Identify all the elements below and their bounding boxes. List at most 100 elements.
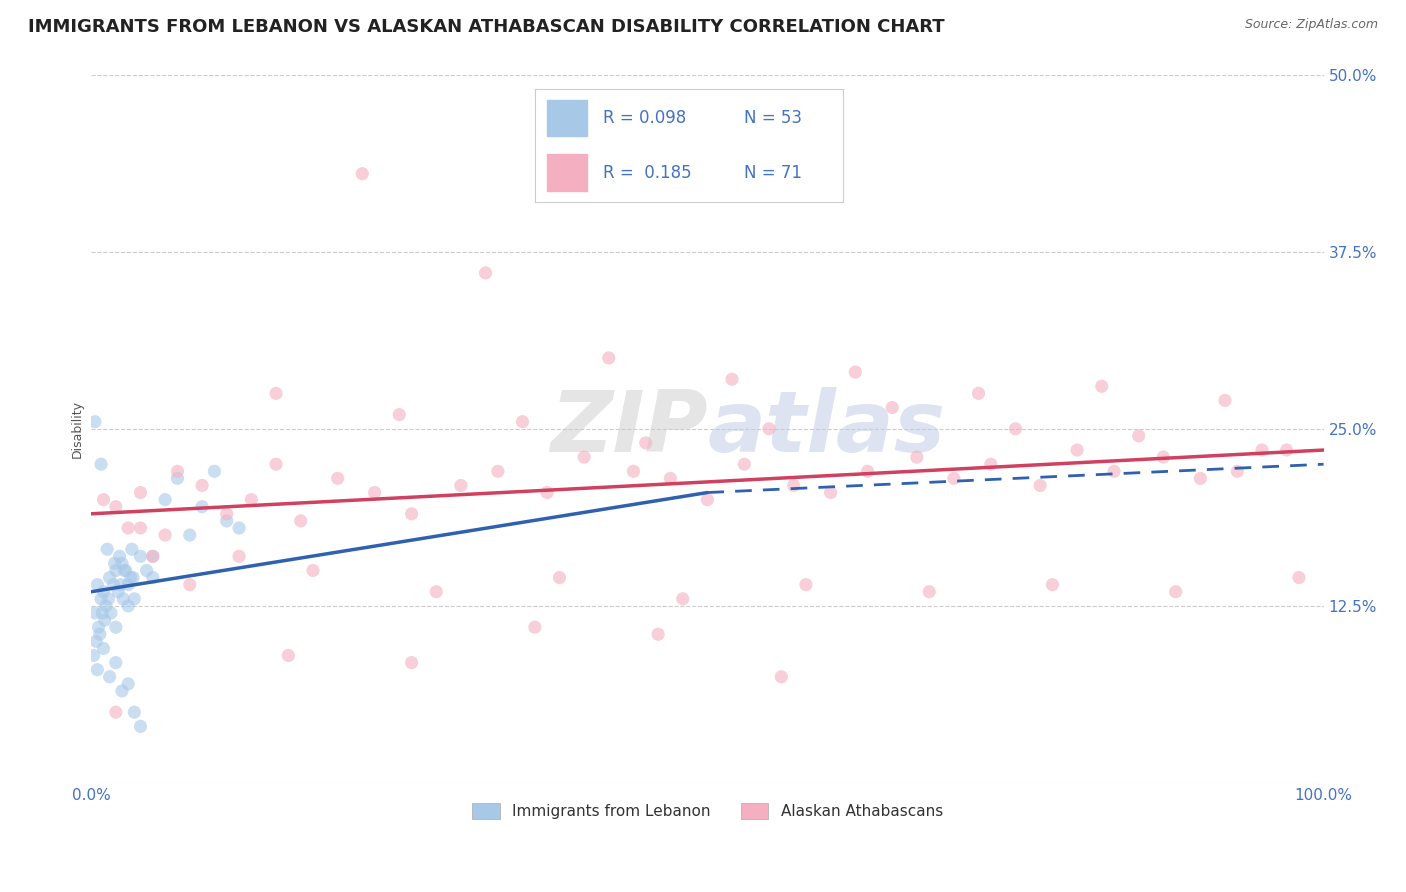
Point <box>634 436 657 450</box>
Point <box>129 521 152 535</box>
Point <box>120 570 142 584</box>
Point <box>104 656 127 670</box>
Point <box>166 471 188 485</box>
Point <box>98 570 121 584</box>
Point <box>84 634 107 648</box>
Point <box>967 386 990 401</box>
Point <box>450 478 472 492</box>
Point <box>647 627 669 641</box>
Point <box>623 464 645 478</box>
Point <box>94 599 117 613</box>
Point <box>905 450 928 464</box>
Point <box>425 584 447 599</box>
Point <box>486 464 509 478</box>
Point <box>240 492 263 507</box>
Point <box>90 591 112 606</box>
Point <box>83 606 105 620</box>
Point <box>89 627 111 641</box>
Point <box>166 464 188 478</box>
Point <box>91 606 114 620</box>
Point <box>114 564 136 578</box>
Point <box>1251 443 1274 458</box>
Point <box>659 471 682 485</box>
Point <box>129 549 152 564</box>
Point <box>114 564 136 578</box>
Text: atlas: atlas <box>707 387 945 470</box>
Point <box>844 365 866 379</box>
Point <box>83 415 105 429</box>
Point <box>121 542 143 557</box>
Point <box>100 606 122 620</box>
Point <box>1152 450 1174 464</box>
Point <box>117 599 139 613</box>
Point <box>90 457 112 471</box>
Point <box>103 577 125 591</box>
Point <box>117 677 139 691</box>
Point <box>93 613 115 627</box>
Point <box>93 641 115 656</box>
Point <box>107 584 129 599</box>
Point <box>264 386 287 401</box>
Point <box>1042 577 1064 591</box>
Point <box>228 521 250 535</box>
Point <box>97 591 120 606</box>
Point <box>1029 478 1052 492</box>
Point <box>598 351 620 365</box>
Point <box>135 564 157 578</box>
Point <box>770 670 793 684</box>
Point <box>228 549 250 564</box>
Point <box>758 422 780 436</box>
Point <box>980 457 1002 471</box>
Point <box>179 577 201 591</box>
Point <box>98 670 121 684</box>
Point <box>93 492 115 507</box>
Point <box>942 471 965 485</box>
Point <box>918 584 941 599</box>
Y-axis label: Disability: Disability <box>72 400 84 458</box>
Point <box>153 528 176 542</box>
Point <box>87 620 110 634</box>
Point <box>388 408 411 422</box>
Point <box>86 577 108 591</box>
Point <box>572 450 595 464</box>
Point <box>142 549 165 564</box>
Point <box>363 485 385 500</box>
Text: IMMIGRANTS FROM LEBANON VS ALASKAN ATHABASCAN DISABILITY CORRELATION CHART: IMMIGRANTS FROM LEBANON VS ALASKAN ATHAB… <box>28 18 945 36</box>
Point <box>672 591 695 606</box>
Legend: Immigrants from Lebanon, Alaskan Athabascans: Immigrants from Lebanon, Alaskan Athabas… <box>465 797 949 825</box>
Point <box>104 620 127 634</box>
Point <box>820 485 842 500</box>
Point <box>290 514 312 528</box>
Point <box>122 570 145 584</box>
Point <box>124 705 146 719</box>
Point <box>1226 464 1249 478</box>
Point <box>191 478 214 492</box>
Point <box>112 591 135 606</box>
Point <box>733 457 755 471</box>
Point <box>142 549 165 564</box>
Point <box>1102 464 1125 478</box>
Point <box>302 564 325 578</box>
Point <box>142 570 165 584</box>
Point <box>856 464 879 478</box>
Point <box>129 485 152 500</box>
Point <box>512 415 534 429</box>
Point <box>96 542 118 557</box>
Point <box>1091 379 1114 393</box>
Point <box>1213 393 1236 408</box>
Point <box>104 705 127 719</box>
Point <box>1066 443 1088 458</box>
Point <box>326 471 349 485</box>
Point <box>86 663 108 677</box>
Point <box>277 648 299 663</box>
Text: Source: ZipAtlas.com: Source: ZipAtlas.com <box>1244 18 1378 31</box>
Point <box>204 464 226 478</box>
Point <box>117 577 139 591</box>
Point <box>108 549 131 564</box>
Point <box>129 719 152 733</box>
Point <box>401 507 423 521</box>
Point <box>264 457 287 471</box>
Point <box>104 557 127 571</box>
Point <box>474 266 496 280</box>
Point <box>111 684 134 698</box>
